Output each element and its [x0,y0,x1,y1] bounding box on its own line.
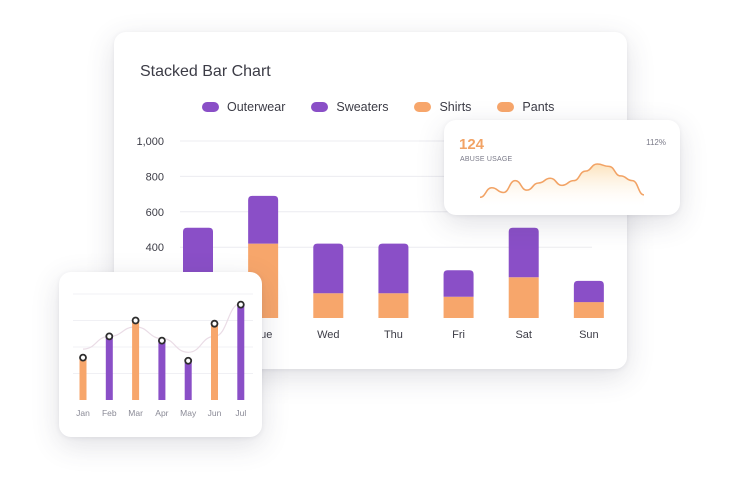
usage-sparkline [479,163,645,206]
bar-segment-shirts [508,277,539,318]
chart-title: Stacked Bar Chart [140,63,271,80]
legend-item-shirts[interactable]: Shirts [414,100,471,114]
x-tick-label: Wed [317,329,339,341]
bar-segment-shirts [378,293,409,318]
month-bar [132,320,140,400]
monthly-bar-plot: Jan Feb Mar Apr May Jun Jul [73,293,253,418]
abuse-usage-card: 124 ABUSE USAGE 112% [444,120,680,215]
month-bar [105,336,113,400]
y-tick-label: 1,000 [136,136,164,148]
bar-segment-outerwear [313,243,344,294]
legend-label: Sweaters [336,100,389,114]
x-tick-label: Sat [515,329,532,341]
bar-segment-outerwear [508,227,539,278]
usage-percent: 112% [646,138,666,147]
y-tick-label: 600 [146,207,164,219]
legend-swatch [497,102,515,112]
bar-marker [158,336,166,345]
x-tick-label: May [180,408,197,418]
sparkline-line [479,163,645,199]
legend-item-pants[interactable]: Pants [497,100,554,114]
usage-value: 124 [459,136,485,153]
month-bar [79,357,87,400]
monthly-bar-chart-card: Jan Feb Mar Apr May Jun Jul [59,272,262,437]
usage-label: ABUSE USAGE [460,156,513,163]
month-bar [237,304,245,400]
bar-marker [105,332,114,341]
x-tick-label: Jun [208,408,222,418]
x-tick-label: Apr [155,408,168,418]
bar-marker [236,300,245,309]
legend-item-outerwear[interactable]: Outerwear [202,100,285,114]
x-tick-label: Fri [452,329,465,341]
bar-segment-outerwear [573,280,604,303]
month-bar [184,360,192,400]
y-tick-label: 800 [146,171,164,183]
x-tick-label: Jan [76,408,90,418]
x-tick-label: Sun [579,329,599,341]
chart-legend: Outerwear Sweaters Shirts Pants [202,100,580,114]
y-tick-label: 400 [146,242,164,254]
legend-label: Outerwear [227,100,286,114]
month-bar [211,323,218,400]
bar-segment-shirts [573,302,604,318]
legend-swatch [311,102,329,112]
month-bar [158,340,166,400]
legend-label: Pants [522,100,555,114]
bar-segment-outerwear [378,243,409,294]
legend-swatch [414,102,432,112]
bar-segment-shirts [443,296,474,318]
bar-marker [79,353,87,362]
x-tick-label: Mar [128,408,143,418]
bar-segment-outerwear [248,195,279,244]
bar-marker [184,356,193,365]
x-tick-label: Thu [384,329,403,341]
bar-marker [210,319,219,328]
x-tick-label: Feb [102,408,117,418]
legend-label: Shirts [439,100,472,114]
bar-segment-outerwear [183,227,213,276]
x-tick-label: Jul [235,408,246,418]
legend-item-sweaters[interactable]: Sweaters [311,100,388,114]
bar-segment-outerwear [443,270,474,297]
bar-segment-shirts [313,293,344,318]
bar-marker [131,316,140,325]
sparkline-area [480,164,644,206]
legend-swatch [202,102,219,112]
